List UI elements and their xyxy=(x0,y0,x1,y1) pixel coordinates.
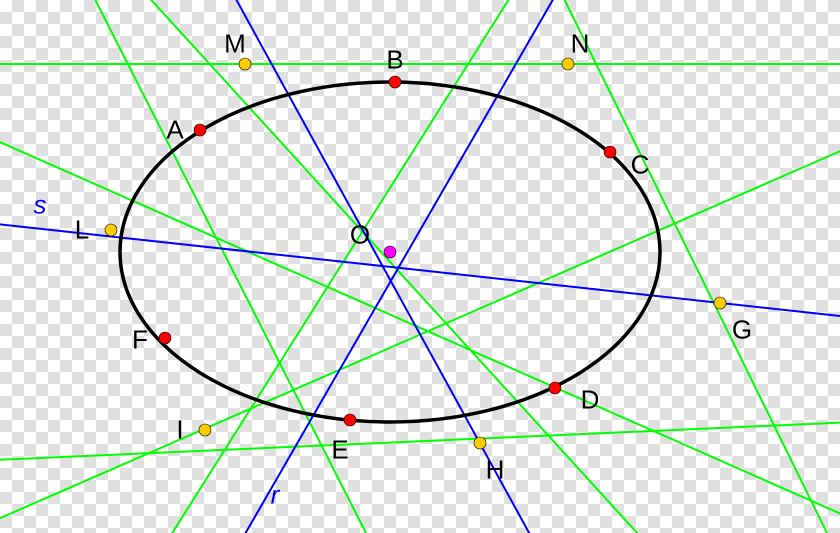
label-D: D xyxy=(581,385,600,416)
tangent-line xyxy=(0,420,840,462)
tangent-point-D xyxy=(549,382,561,394)
tangent-point-F xyxy=(159,332,171,344)
vertex-point-G xyxy=(714,297,726,309)
geometry-svg xyxy=(0,0,840,533)
vertex-point-N xyxy=(562,58,574,70)
diagram-canvas: M B N A C L O G F D I E Hs r xyxy=(0,0,840,533)
tangent-point-E xyxy=(344,414,356,426)
label-M: M xyxy=(224,29,246,60)
tangent-point-B xyxy=(389,76,401,88)
secant-line xyxy=(220,0,544,533)
tangent-line xyxy=(0,125,840,533)
tangent-line xyxy=(124,0,680,533)
center-point-O xyxy=(384,246,396,258)
tangent-line xyxy=(0,120,840,533)
tangent-point-C xyxy=(604,146,616,158)
label-O: O xyxy=(350,220,370,251)
vertex-point-I xyxy=(199,424,211,436)
label-I: I xyxy=(176,415,183,446)
label-L: L xyxy=(75,215,89,246)
label-r: r xyxy=(271,480,280,511)
label-F: F xyxy=(132,325,148,356)
label-A: A xyxy=(166,115,183,146)
label-G: G xyxy=(732,315,752,346)
label-B: B xyxy=(386,45,403,76)
vertex-point-H xyxy=(474,437,486,449)
vertex-point-L xyxy=(105,224,117,236)
tangent-point-A xyxy=(194,124,206,136)
label-s: s xyxy=(34,190,47,221)
label-H: H xyxy=(486,455,505,486)
tangent-line xyxy=(540,0,840,533)
vertex-point-M xyxy=(239,58,251,70)
label-C: C xyxy=(631,150,650,181)
label-N: N xyxy=(571,29,590,60)
label-E: E xyxy=(331,435,348,466)
